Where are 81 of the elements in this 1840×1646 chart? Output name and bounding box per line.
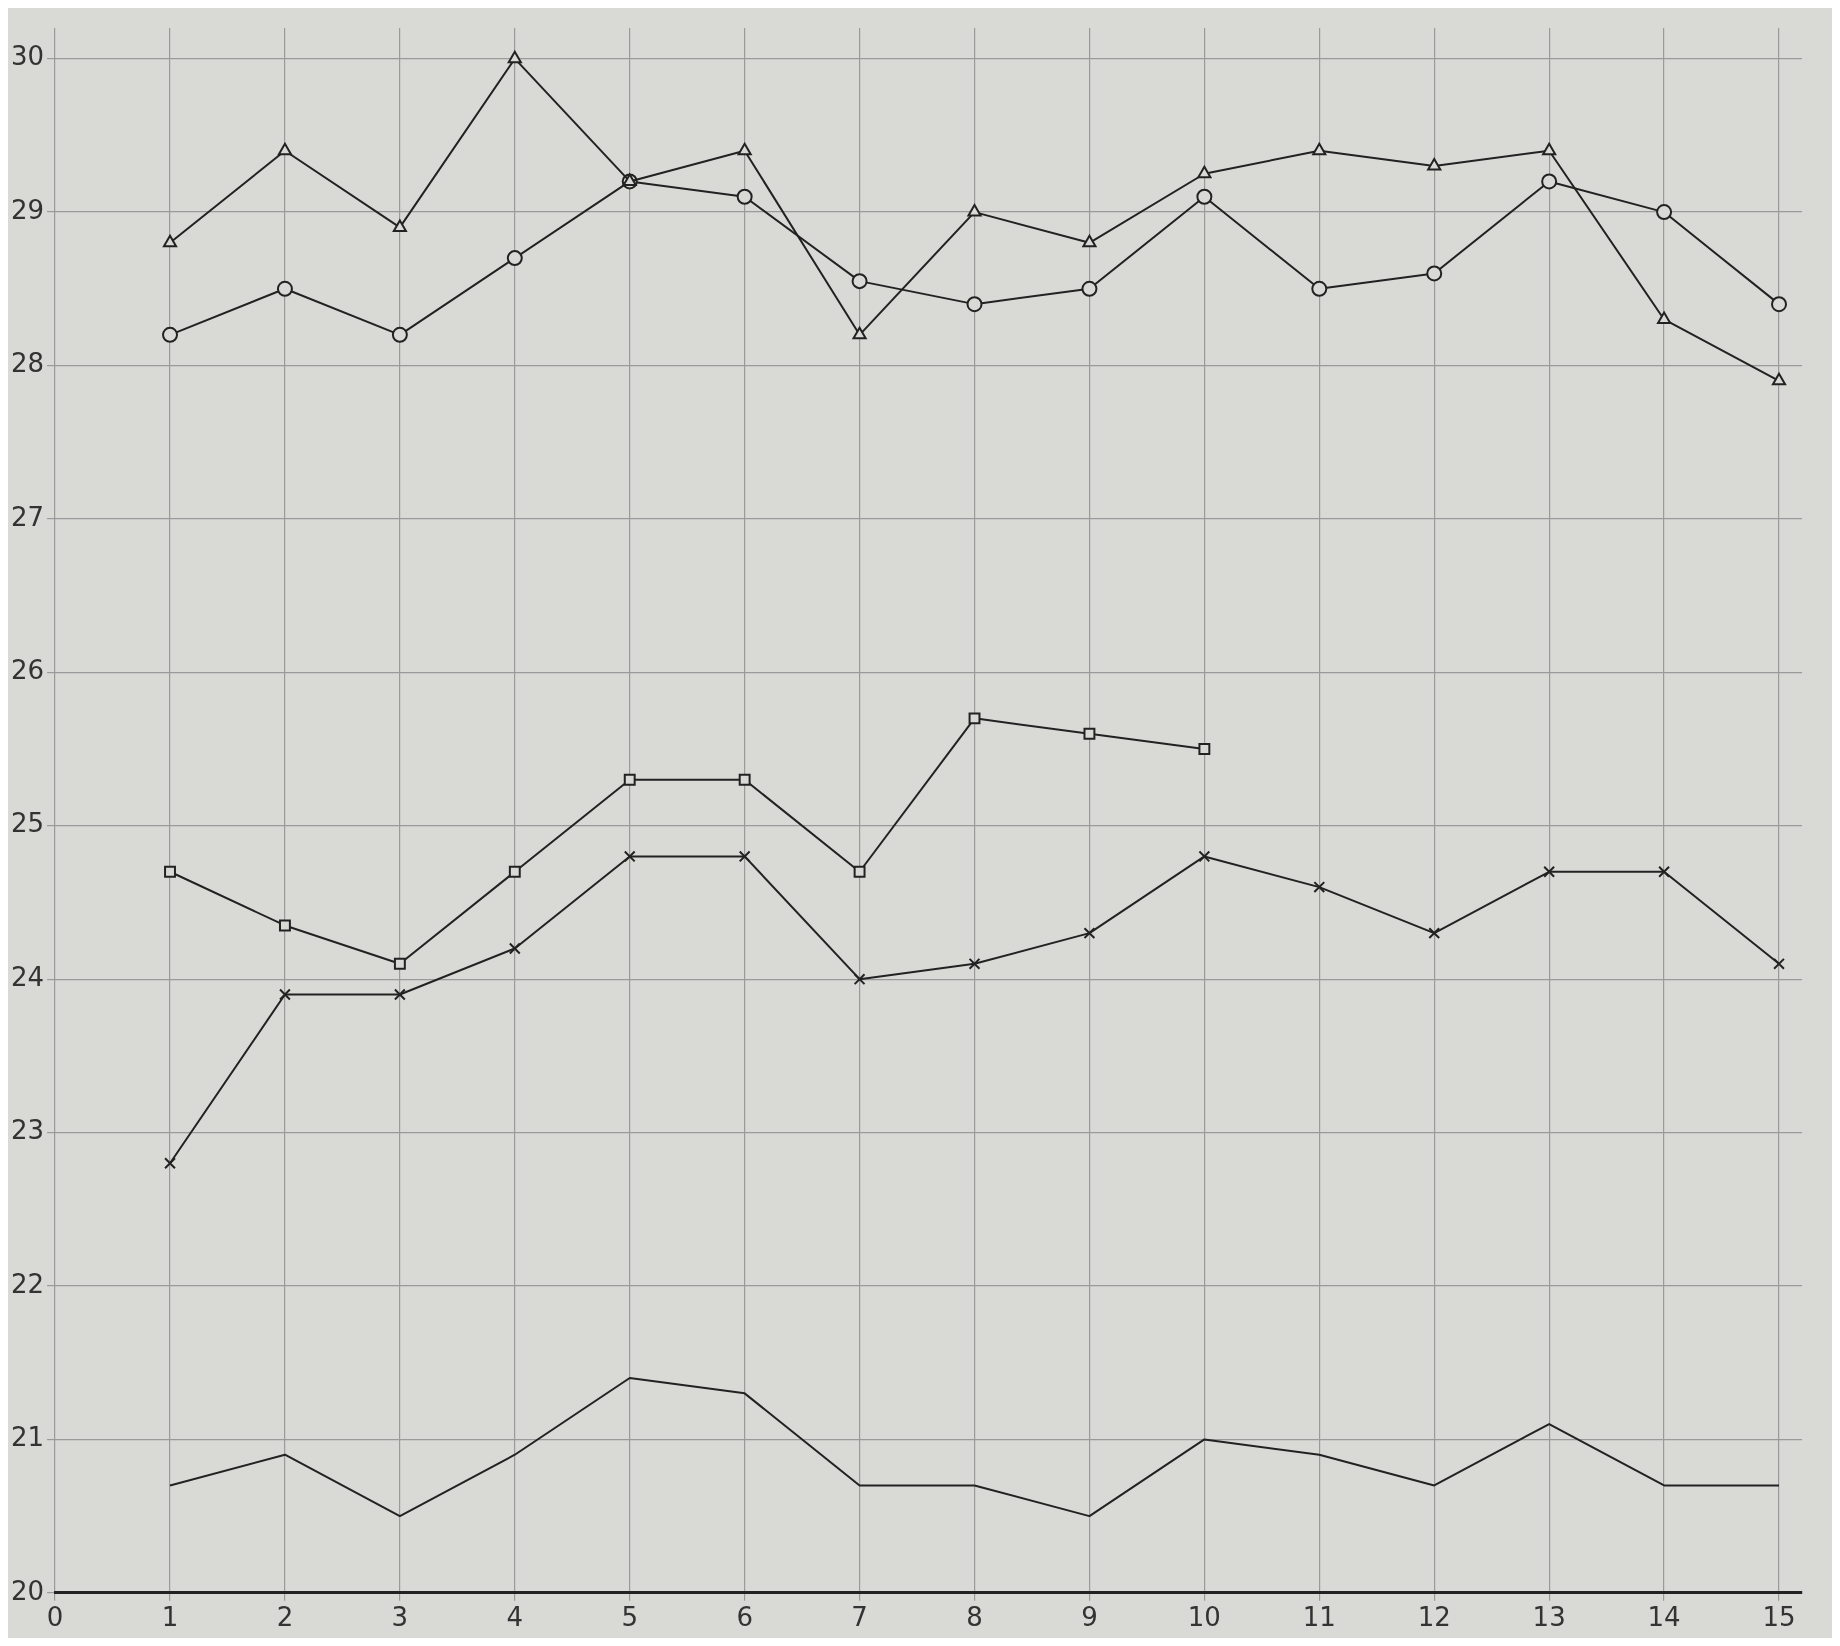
point [508,942,521,955]
point [738,850,751,863]
point [1311,280,1328,297]
y-tick-label: 20 [10,1575,45,1606]
point [392,219,407,232]
point [736,188,753,205]
point [1428,927,1441,940]
point [738,773,751,786]
x-tick-label: 12 [1417,1602,1451,1633]
point [853,865,866,878]
point [1083,727,1096,740]
point [162,326,179,343]
y-tick-label: 25 [10,808,45,839]
point [276,280,293,297]
point [966,296,983,313]
point [1771,372,1787,386]
y-tick-label: 30 [10,41,45,72]
point [1427,158,1442,171]
x-tick-label: 5 [621,1602,638,1633]
x-tick-label: 1 [161,1602,179,1633]
point [851,273,868,290]
point [737,142,752,156]
point [1312,142,1327,156]
point [1541,173,1558,190]
point [622,173,637,186]
x-tick-label: 0 [46,1602,64,1633]
point [508,865,521,878]
point [1543,865,1556,878]
x-tick-label: 6 [736,1602,753,1633]
point [1542,142,1557,156]
point [1198,850,1211,863]
point [968,957,981,970]
y-tick-label: 27 [10,501,45,532]
point [278,919,291,932]
point [1657,311,1672,324]
point [967,204,982,217]
point [507,50,522,64]
point [393,957,406,970]
point [393,988,406,1001]
y-tick-label: 21 [10,1422,45,1453]
y-tick-label: 26 [10,655,45,686]
point [1083,927,1096,940]
x-tick-label: 10 [1187,1602,1221,1633]
y-tick-label: 23 [10,1115,45,1146]
point [164,1157,176,1170]
point [1196,188,1213,205]
point [968,712,981,725]
x-tick-label: 13 [1532,1602,1566,1633]
y-tick-label: 29 [10,194,45,225]
point [1771,296,1788,313]
x-tick-label: 9 [1081,1602,1098,1633]
x-tick-label: 14 [1647,1602,1681,1633]
point [1082,234,1097,248]
point [1656,204,1673,221]
point [277,142,292,156]
point [1197,165,1212,179]
x-tick-label: 7 [851,1602,868,1633]
point [623,850,636,863]
point [1198,743,1211,755]
x-tick-label: 15 [1762,1602,1796,1633]
point [623,773,636,786]
point [1081,280,1098,297]
x-tick-label: 2 [276,1602,294,1633]
point [1658,865,1671,878]
point [164,865,176,878]
point [278,988,291,1001]
y-tick-label: 28 [10,348,45,379]
y-tick-label: 24 [10,961,45,992]
point [1313,881,1326,894]
point [1426,265,1443,282]
point [162,234,178,248]
point [391,326,408,343]
x-tick-label: 3 [391,1602,409,1633]
point [1773,957,1785,970]
point [853,973,866,986]
y-tick-label: 22 [10,1268,45,1299]
x-tick-label: 4 [506,1602,524,1633]
x-tick-label: 11 [1302,1602,1336,1633]
point [506,250,523,267]
point [852,326,867,340]
x-tick-label: 8 [966,1602,983,1633]
